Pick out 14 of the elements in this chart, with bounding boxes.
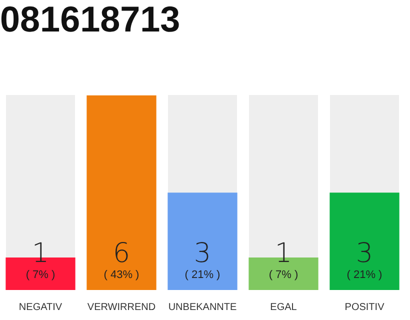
annotation: ( 21% ) (346, 269, 382, 281)
chart-title: 081618713 (0, 0, 180, 40)
annotation: ( 43% ) (104, 269, 140, 281)
annotation: ( 7% ) (26, 269, 56, 281)
x-tick-label: NEGATIV (18, 302, 62, 313)
x-tick-label: UNBEKANNTE (168, 302, 237, 313)
annotation: ( 21% ) (184, 269, 220, 281)
x-tick-label: POSITIV (344, 302, 385, 313)
x-tick-label: VERWIRREND (87, 302, 156, 313)
annotation: ( 7% ) (268, 269, 298, 281)
data-label: 3 (194, 238, 212, 269)
data-label: 6 (112, 238, 130, 269)
x-tick-label: EGAL (270, 302, 298, 313)
data-label: 3 (356, 238, 374, 269)
